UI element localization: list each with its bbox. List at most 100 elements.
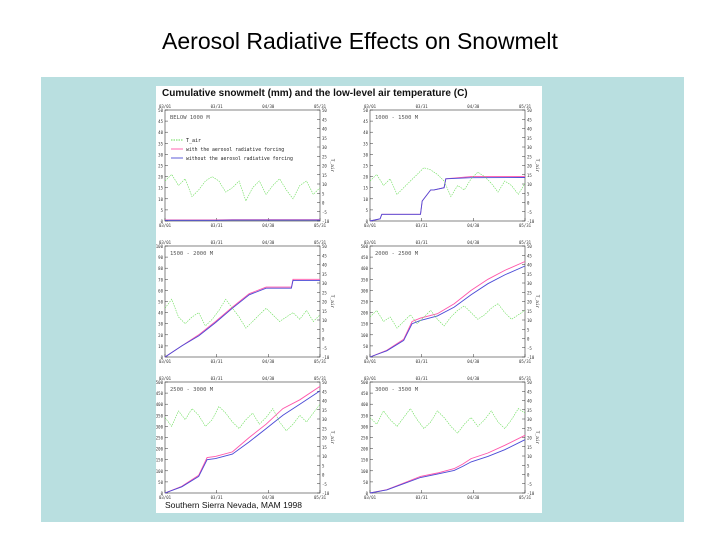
right-tick-label: 50	[527, 380, 532, 385]
left-tick-label: 350	[361, 277, 369, 282]
left-tick-label: 300	[361, 424, 369, 429]
x-tick-label: 04/30	[467, 359, 480, 364]
legend-label: with the aerosol radiative forcing	[186, 147, 284, 153]
left-tick-label: 40	[158, 130, 163, 135]
left-tick-label: 15	[158, 186, 163, 191]
right-tick-label: -10	[322, 491, 330, 496]
left-tick-label: 20	[158, 175, 163, 180]
right-axis-label: T_air	[534, 159, 540, 173]
left-tick-label: 30	[158, 322, 163, 327]
right-axis-label: T_air	[534, 431, 540, 445]
slide-title: Aerosol Radiative Effects on Snowmelt	[162, 28, 558, 54]
x-tick-label-top: 03/31	[211, 240, 224, 245]
right-tick-label: 50	[527, 108, 532, 113]
left-tick-label: 400	[156, 402, 164, 407]
right-tick-label: 25	[322, 154, 327, 159]
right-tick-label: -10	[322, 219, 330, 224]
series-line-without-forcing	[369, 177, 526, 222]
left-tick-label: 90	[158, 255, 163, 260]
left-tick-label: 50	[363, 344, 368, 349]
left-tick-label: 450	[361, 255, 369, 260]
right-tick-label: -5	[527, 210, 532, 215]
right-tick-label: 20	[322, 164, 327, 169]
left-tick-label: 60	[158, 288, 163, 293]
left-tick-label: 15	[363, 186, 368, 191]
right-tick-label: 20	[322, 300, 327, 305]
x-tick-label-top: 05/31	[314, 240, 327, 245]
left-tick-label: 100	[361, 469, 369, 474]
plot-frame	[164, 245, 321, 358]
x-tick-label-top: 03/31	[416, 104, 429, 109]
right-tick-label: 15	[322, 173, 327, 178]
series-line-tair	[369, 167, 526, 198]
left-tick-label: 150	[156, 458, 164, 463]
right-tick-label: 5	[527, 463, 530, 468]
figure-panel	[156, 86, 542, 513]
left-tick-label: 150	[361, 458, 369, 463]
right-tick-label: 0	[322, 337, 325, 342]
x-tick-label-top: 03/31	[211, 104, 224, 109]
left-tick-label: 400	[361, 402, 369, 407]
x-tick-label-top: 04/30	[467, 104, 480, 109]
right-tick-label: -10	[527, 219, 535, 224]
left-tick-label: 0	[161, 219, 164, 224]
right-tick-label: 25	[322, 426, 327, 431]
left-tick-label: 20	[158, 333, 163, 338]
x-tick-label-top: 04/30	[262, 240, 275, 245]
left-tick-label: 500	[156, 380, 164, 385]
series-line-without-forcing	[164, 390, 321, 494]
right-tick-label: 0	[322, 473, 325, 478]
right-tick-label: 15	[527, 445, 532, 450]
left-tick-label: 350	[361, 413, 369, 418]
right-tick-label: 25	[527, 290, 532, 295]
panel-label: 3000 - 3500 M	[375, 387, 419, 393]
left-tick-label: 350	[156, 413, 164, 418]
right-tick-label: 30	[322, 417, 327, 422]
figure-title: Cumulative snowmelt (mm) and the low-lev…	[162, 88, 468, 99]
left-tick-label: 50	[363, 108, 368, 113]
right-tick-label: 10	[322, 182, 327, 187]
right-tick-label: -5	[527, 482, 532, 487]
right-tick-label: 45	[322, 389, 327, 394]
left-tick-label: 5	[161, 208, 164, 213]
plot-frame	[369, 381, 526, 494]
x-tick-label: 04/30	[262, 223, 275, 228]
right-tick-label: 40	[322, 263, 327, 268]
right-tick-label: 5	[527, 327, 530, 332]
right-tick-label: 10	[527, 454, 532, 459]
left-tick-label: 35	[158, 141, 163, 146]
panel-label: 1000 - 1500 M	[375, 115, 419, 121]
right-tick-label: 35	[527, 136, 532, 141]
left-tick-label: 100	[156, 244, 164, 249]
right-tick-label: 35	[322, 408, 327, 413]
x-tick-label: 03/01	[364, 359, 377, 364]
left-tick-label: 300	[361, 288, 369, 293]
x-tick-label-top: 03/01	[159, 376, 172, 381]
x-tick-label: 03/31	[416, 223, 429, 228]
left-tick-label: 40	[363, 130, 368, 135]
series-line-with-forcing	[369, 434, 526, 494]
x-tick-label-top: 03/01	[159, 104, 172, 109]
right-tick-label: 40	[527, 127, 532, 132]
series-line-tair	[369, 303, 526, 329]
left-tick-label: 450	[361, 391, 369, 396]
left-tick-label: 20	[363, 175, 368, 180]
right-tick-label: 25	[527, 154, 532, 159]
series-line-without-forcing	[164, 279, 320, 358]
x-tick-label-top: 04/30	[262, 376, 275, 381]
left-tick-label: 50	[158, 480, 163, 485]
series-line-tair	[164, 173, 321, 202]
x-tick-label: 03/01	[364, 495, 377, 500]
figure-caption: Southern Sierra Nevada, MAM 1998	[165, 500, 303, 510]
x-tick-label-top: 04/30	[262, 104, 275, 109]
series-line-tair	[164, 298, 321, 329]
x-tick-label: 05/31	[314, 223, 327, 228]
left-tick-label: 0	[161, 491, 164, 496]
right-tick-label: -10	[527, 355, 535, 360]
right-tick-label: 35	[527, 408, 532, 413]
left-tick-label: 300	[156, 424, 164, 429]
right-tick-label: 0	[322, 201, 325, 206]
plot-frame	[164, 381, 321, 494]
right-tick-label: -10	[527, 491, 535, 496]
right-tick-label: 45	[527, 117, 532, 122]
